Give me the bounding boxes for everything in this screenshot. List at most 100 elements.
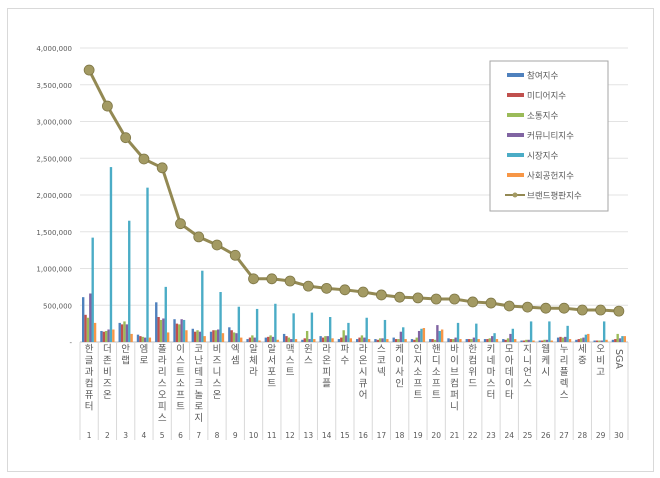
rank-label: 25 [523,431,533,440]
bar-커뮤니티지수 [454,337,457,342]
bar-커뮤니티지수 [89,293,92,342]
bar-소통지수 [196,330,199,342]
bar-커뮤니티지수 [162,318,165,342]
legend-label: 소통지수 [527,112,558,122]
rank-label: 27 [559,431,569,440]
bar-사회공헌지수 [404,339,407,342]
bar-시장지수 [402,327,405,342]
bar-사회공헌지수 [477,339,480,342]
bar-시장지수 [548,321,551,342]
bar-참여지수 [429,339,432,342]
bar-사회공헌지수 [148,337,152,342]
rank-label: 17 [377,431,387,440]
bar-커뮤니티지수 [618,338,622,342]
bar-사회공헌지수 [203,336,206,342]
rank-label: 22 [468,431,478,440]
bar-시장지수 [91,237,94,342]
brand-point [540,302,552,314]
bar-미디어지수 [212,330,215,342]
bar-미디어지수 [267,336,270,342]
bar-커뮤니티지수 [545,339,549,342]
bar-참여지수 [483,339,487,342]
bar-미디어지수 [394,339,398,342]
bar-참여지수 [374,339,377,342]
bar-시장지수 [146,187,149,342]
bar-미디어지수 [248,337,252,342]
bar-소통지수 [433,339,437,342]
bar-시장지수 [310,312,314,342]
brand-point [229,249,241,261]
bar-참여지수 [575,339,578,342]
bar-사회공헌지수 [367,339,371,342]
bar-시장지수 [365,317,368,342]
bar-미디어지수 [193,331,197,342]
rank-label: 7 [196,431,201,440]
bar-사회공헌지수 [185,330,188,342]
bar-참여지수 [118,322,121,342]
bar-소통지수 [86,317,90,342]
brand-point [138,153,150,165]
bar-시장지수 [602,321,606,342]
rank-label: 3 [123,431,128,440]
legend-swatch [507,73,524,77]
bar-참여지수 [136,334,140,342]
bar-참여지수 [556,337,560,342]
brand-point [613,305,625,317]
bar-시장지수 [128,220,131,342]
bar-소통지수 [287,337,291,342]
bar-시장지수 [255,308,259,342]
brand-point [357,286,369,298]
bar-사회공헌지수 [605,339,608,342]
bar-미디어지수 [449,339,453,342]
bar-참여지수 [228,327,231,342]
bar-참여지수 [301,339,304,342]
bar-소통지수 [379,338,382,342]
bar-시장지수 [201,270,204,342]
bar-시장지수 [328,317,332,342]
bar-미디어지수 [559,336,562,342]
bar-사회공헌지수 [349,338,352,342]
brand-point [284,275,296,287]
y-tick-label: 1,500,000 [36,229,72,237]
bar-미디어지수 [230,330,233,342]
bar-소통지수 [178,324,181,342]
brand-point [595,304,606,316]
bar-참여지수 [593,340,596,342]
brand-point [175,218,186,230]
legend-swatch [507,113,524,117]
bar-미디어지수 [175,323,179,342]
bar-참여지수 [465,339,468,342]
bar-미디어지수 [614,339,617,342]
y-tick-label: 4,000,000 [36,45,72,53]
brand-point [449,293,460,305]
bar-미디어지수 [340,337,343,342]
bar-커뮤니티지수 [198,331,202,342]
bar-미디어지수 [522,340,526,342]
bar-참여지수 [611,339,615,342]
rank-label: 2 [105,431,110,440]
y-tick-label: 3,000,000 [36,119,72,127]
brand-point [412,292,424,304]
brand-point [302,280,314,292]
bar-소통지수 [305,330,309,342]
bar-커뮤니티지수 [399,331,403,342]
legend-swatch [507,133,524,137]
bar-커뮤니티지수 [582,337,585,342]
rank-label: 23 [486,431,496,440]
bar-미디어지수 [504,339,507,342]
bar-시장지수 [475,323,478,342]
bar-커뮤니티지수 [564,336,567,342]
brand-point [156,162,168,174]
y-tick-label: 2,500,000 [36,155,72,163]
